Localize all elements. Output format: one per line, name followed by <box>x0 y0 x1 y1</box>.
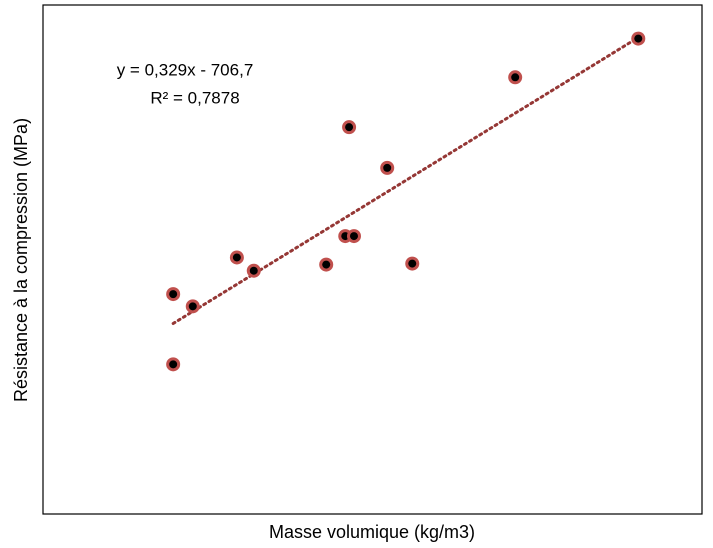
point <box>405 256 420 271</box>
point <box>166 287 181 302</box>
x-axis-label: Masse volumique (kg/m3) <box>269 522 475 542</box>
point-core <box>232 253 241 262</box>
point <box>346 229 361 244</box>
point <box>631 31 646 46</box>
point <box>166 357 181 372</box>
point <box>342 120 357 135</box>
trend-r2: R² = 0,7878 <box>150 88 239 107</box>
point-core <box>188 302 197 311</box>
point <box>319 257 334 272</box>
point-core <box>349 232 358 241</box>
point <box>380 160 395 175</box>
point-core <box>169 360 178 369</box>
point <box>185 299 200 314</box>
point <box>508 70 523 85</box>
point-core <box>322 260 331 269</box>
trend-line <box>171 35 640 326</box>
point-core <box>345 123 354 132</box>
point-core <box>249 266 258 275</box>
point-core <box>408 259 417 268</box>
point-core <box>634 34 643 43</box>
trend-equation: y = 0,329x - 706,7 <box>117 60 254 79</box>
point <box>246 263 261 278</box>
plot-area <box>42 4 703 515</box>
point-core <box>383 163 392 172</box>
point-core <box>169 290 178 299</box>
y-axis-label: Résistance à la compression (MPa) <box>11 118 31 402</box>
point <box>229 250 244 265</box>
point-core <box>341 232 350 241</box>
point-core <box>511 73 520 82</box>
